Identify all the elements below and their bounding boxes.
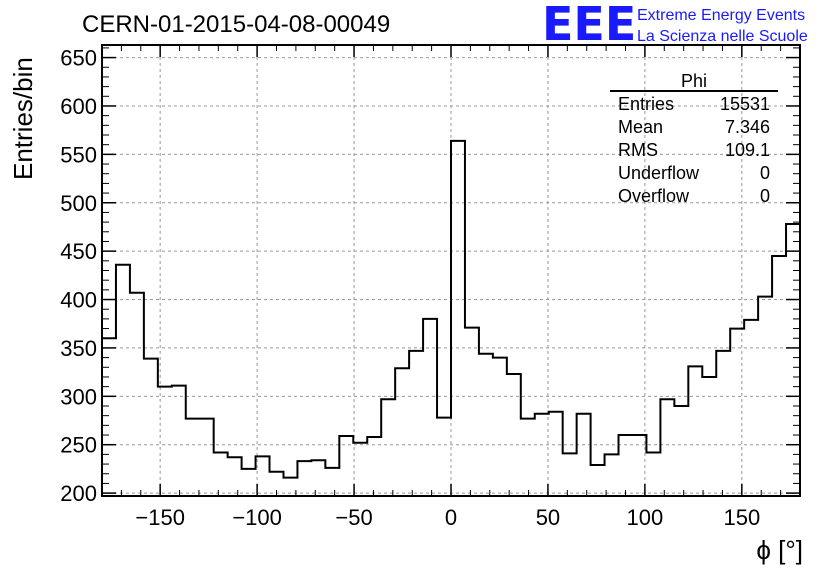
y-tick-label: 200 [60, 481, 97, 506]
stats-value-underflow: 0 [760, 163, 770, 183]
chart-title: CERN-01-2015-04-08-00049 [82, 11, 390, 38]
y-tick-label: 250 [60, 433, 97, 458]
stats-value-entries: 15531 [720, 94, 770, 114]
stats-value-overflow: 0 [760, 186, 770, 206]
x-tick-label: 50 [536, 505, 560, 530]
y-tick-label: 400 [60, 288, 97, 313]
logo-line-2: La Scienza nelle Scuole [637, 28, 808, 45]
stats-label-rms: RMS [618, 140, 658, 160]
stats-value-mean: 7.346 [725, 117, 770, 137]
x-tick-label: −150 [135, 505, 185, 530]
stats-label-underflow: Underflow [618, 163, 700, 183]
y-axis-label: Entries/bin [8, 57, 38, 180]
stats-label-mean: Mean [618, 117, 663, 137]
x-tick-label: −100 [232, 505, 282, 530]
y-tick-label: 350 [60, 336, 97, 361]
y-tick-label: 450 [60, 239, 97, 264]
stats-box: Phi Entries 15531 Mean 7.346 RMS 109.1 U… [610, 71, 778, 206]
y-tick-label: 300 [60, 384, 97, 409]
y-tick-label: 500 [60, 191, 97, 216]
stats-label-overflow: Overflow [618, 186, 690, 206]
y-tick-label: 650 [60, 46, 97, 71]
eee-logo: EEE [542, 0, 636, 51]
stats-value-rms: 109.1 [725, 140, 770, 160]
stats-title: Phi [681, 71, 707, 91]
x-tick-labels: −150 −100 −50 0 50 100 150 [135, 505, 760, 530]
y-tick-label: 550 [60, 142, 97, 167]
axis-ticks [102, 45, 800, 496]
logo-line-1: Extreme Energy Events [637, 7, 805, 24]
x-tick-label: 0 [445, 505, 457, 530]
x-tick-label: −50 [335, 505, 372, 530]
histogram-series [102, 139, 800, 479]
y-tick-labels: 200 250 300 350 400 450 500 550 600 650 [60, 46, 97, 507]
x-axis-label: ϕ [°] [756, 535, 803, 565]
stats-label-entries: Entries [618, 94, 674, 114]
x-tick-label: 100 [627, 505, 664, 530]
x-tick-label: 150 [723, 505, 760, 530]
y-tick-label: 600 [60, 94, 97, 119]
